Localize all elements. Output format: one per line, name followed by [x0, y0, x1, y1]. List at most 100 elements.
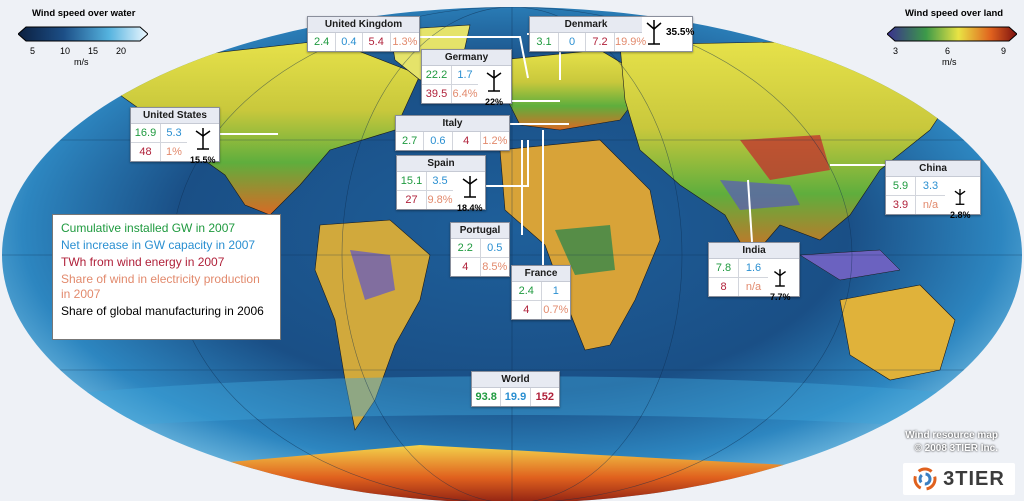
- water-color-scale: [18, 26, 148, 42]
- amazon-low-wind: [350, 250, 395, 300]
- share-manufacturing: 15.5%: [190, 155, 216, 165]
- cumulative-gw: 7.8: [709, 259, 739, 278]
- net-increase-gw: 0: [559, 33, 586, 51]
- twh: 4: [453, 132, 481, 150]
- logo-text: 3TIER: [943, 467, 1005, 490]
- twh: 27: [397, 191, 427, 209]
- net-increase-gw: 19.9: [501, 388, 531, 406]
- country-name: Germany: [422, 50, 511, 66]
- wind-turbine-icon: [195, 128, 211, 150]
- cumulative-gw: 16.9: [131, 124, 161, 143]
- country-name: Spain: [397, 156, 485, 172]
- twh: 8: [709, 278, 739, 296]
- share-electricity: 6.4%: [452, 88, 478, 100]
- 3tier-logo-mark-icon: [913, 467, 937, 491]
- credit-line-1: Wind resource map: [905, 430, 998, 441]
- cumulative-gw: 2.2: [451, 239, 481, 258]
- country-name: Italy: [396, 116, 509, 132]
- net-increase-gw: 1.6: [739, 259, 768, 278]
- share-electricity: n/a: [922, 199, 939, 211]
- central-africa: [555, 225, 615, 275]
- card-united-states: United States 16.9 5.3 48 1% 15.5%: [130, 107, 220, 165]
- cumulative-gw: 22.2: [422, 66, 452, 85]
- water-tick-5: 5: [30, 46, 36, 56]
- wind-turbine-icon: [646, 20, 662, 45]
- share-electricity: 1.3%: [392, 36, 418, 48]
- map-credit: Wind resource map © 2008 3TIER Inc.: [905, 429, 998, 455]
- share-electricity: 9.8%: [427, 194, 453, 206]
- twh: 4: [512, 301, 542, 319]
- card-world: World 93.8 19.9 152: [471, 371, 560, 407]
- card-united-kingdom: United Kingdom 2.4 0.4 5.4 1.3%: [307, 16, 420, 52]
- net-increase-gw: 5.3: [161, 124, 187, 143]
- country-name: France: [512, 266, 570, 282]
- south-america: [314, 219, 431, 431]
- legend-twh: TWh from wind energy in 2007: [61, 255, 225, 269]
- legend-share-electricity: Share of wind in electricity production …: [61, 272, 260, 301]
- land-color-scale: [887, 26, 1017, 42]
- card-portugal: Portugal 2.2 0.5 4 8.5%: [450, 222, 510, 277]
- cumulative-gw: 15.1: [397, 172, 427, 191]
- legend: Cumulative installed GW in 2007 Net incr…: [52, 214, 281, 340]
- wind-turbine-icon: [486, 70, 502, 92]
- share-manufacturing: 35.5%: [666, 26, 695, 38]
- 3tier-logo: 3TIER: [903, 463, 1015, 495]
- twh: 39.5: [422, 85, 452, 103]
- net-increase-gw: 1.7: [452, 66, 478, 85]
- water-scale-title: Wind speed over water: [32, 8, 136, 19]
- twh: 48: [131, 143, 161, 161]
- share-electricity: 1.2%: [482, 135, 508, 147]
- net-increase-gw: 3.3: [916, 177, 945, 196]
- share-manufacturing: 2.8%: [950, 210, 971, 220]
- credit-line-2: © 2008 3TIER Inc.: [914, 443, 998, 454]
- land-tick-6: 6: [945, 46, 951, 56]
- net-increase-gw: 0.4: [336, 33, 363, 51]
- share-electricity: 1%: [166, 146, 182, 158]
- land-tick-3: 3: [893, 46, 899, 56]
- card-germany: Germany 22.2 1.7 39.5 6.4% 22%: [421, 49, 512, 107]
- land-tick-9: 9: [1001, 46, 1007, 56]
- water-tick-10: 10: [60, 46, 71, 56]
- country-name: China: [886, 161, 980, 177]
- water-tick-15: 15: [88, 46, 99, 56]
- india-low-wind: [720, 180, 800, 210]
- legend-net-increase: Net increase in GW capacity in 2007: [61, 238, 256, 252]
- twh: 5.4: [363, 33, 391, 51]
- indonesia: [799, 249, 901, 281]
- share-electricity: 19.9%: [615, 36, 647, 48]
- legend-share-manufacturing: Share of global manufacturing in 2006: [61, 304, 264, 318]
- share-electricity: n/a: [745, 281, 762, 293]
- share-manufacturing: 7.7%: [770, 292, 791, 302]
- share-electricity: 0.7%: [543, 304, 569, 316]
- twh: 152: [535, 391, 554, 403]
- water-tick-20: 20: [116, 46, 127, 56]
- cumulative-gw: 5.9: [886, 177, 916, 196]
- card-india: India 7.8 1.6 8 n/a 7.7%: [708, 242, 800, 302]
- cumulative-gw: 3.1: [530, 33, 559, 51]
- country-name: Denmark: [530, 17, 642, 33]
- cumulative-gw: 2.4: [308, 33, 337, 51]
- cumulative-gw: 2.4: [512, 282, 542, 301]
- share-manufacturing: 22%: [484, 97, 503, 107]
- twh: 7.2: [586, 33, 615, 51]
- cumulative-gw: 2.7: [396, 132, 425, 150]
- country-name: Portugal: [451, 223, 509, 239]
- net-increase-gw: 0.6: [424, 132, 453, 150]
- country-name: United Kingdom: [308, 17, 419, 33]
- wind-turbine-icon: [774, 269, 787, 287]
- net-increase-gw: 0.5: [480, 239, 509, 258]
- water-unit: m/s: [74, 57, 89, 67]
- legend-cumulative: Cumulative installed GW in 2007: [61, 221, 236, 235]
- cumulative-gw: 93.8: [472, 388, 502, 406]
- card-spain: Spain 15.1 3.5 27 9.8% 18.4%: [396, 155, 486, 213]
- card-france: France 2.4 1 4 0.7%: [511, 265, 571, 320]
- country-name: United States: [131, 108, 219, 124]
- share-manufacturing: 18.4%: [457, 203, 483, 213]
- leader-lines: [218, 33, 885, 265]
- card-china: China 5.9 3.3 3.9 n/a 2.8%: [885, 160, 981, 220]
- wind-turbine-icon: [462, 176, 478, 198]
- twh: 4: [451, 258, 481, 276]
- tibet-high-wind: [740, 135, 830, 180]
- card-italy: Italy 2.7 0.6 4 1.2%: [395, 115, 510, 151]
